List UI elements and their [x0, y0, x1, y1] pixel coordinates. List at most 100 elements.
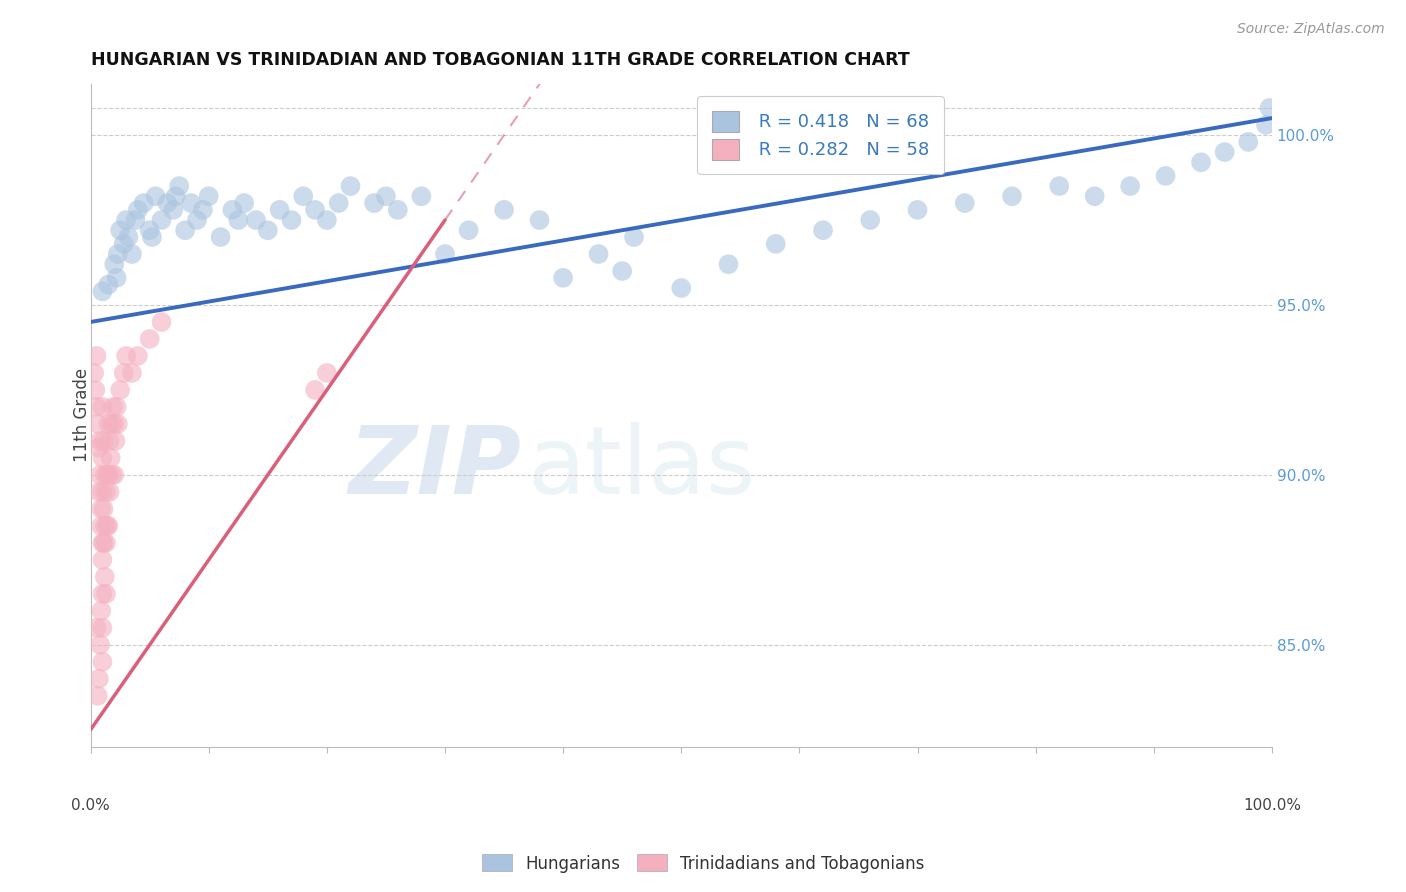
- Point: [91, 587, 114, 601]
- Point: [93, 536, 115, 550]
- Point: [103, 467, 125, 482]
- Point: [315, 366, 337, 380]
- Point: [97, 277, 120, 292]
- Point: [101, 400, 124, 414]
- Point: [953, 196, 976, 211]
- Point: [1084, 189, 1107, 203]
- Point: [387, 202, 409, 217]
- Point: [112, 236, 135, 251]
- Point: [87, 672, 110, 686]
- Point: [1189, 155, 1212, 169]
- Point: [156, 196, 179, 211]
- Point: [280, 213, 302, 227]
- Point: [103, 257, 125, 271]
- Point: [304, 383, 326, 397]
- Point: [167, 179, 190, 194]
- Point: [1237, 135, 1260, 149]
- Point: [94, 484, 117, 499]
- Point: [304, 202, 326, 217]
- Text: Source: ZipAtlas.com: Source: ZipAtlas.com: [1237, 22, 1385, 37]
- Point: [1254, 118, 1277, 132]
- Point: [1047, 179, 1070, 194]
- Text: atlas: atlas: [527, 423, 756, 515]
- Point: [191, 202, 214, 217]
- Point: [91, 621, 114, 635]
- Point: [91, 400, 114, 414]
- Point: [553, 270, 575, 285]
- Point: [269, 202, 291, 217]
- Point: [91, 450, 114, 465]
- Point: [89, 434, 111, 448]
- Point: [117, 230, 139, 244]
- Point: [256, 223, 278, 237]
- Point: [1213, 145, 1236, 159]
- Point: [91, 655, 114, 669]
- Point: [90, 604, 112, 618]
- Point: [107, 247, 129, 261]
- Point: [197, 189, 219, 203]
- Point: [93, 434, 115, 448]
- Point: [121, 247, 143, 261]
- Point: [121, 366, 143, 380]
- Point: [671, 281, 693, 295]
- Point: [339, 179, 361, 194]
- Point: [127, 349, 149, 363]
- Point: [115, 213, 138, 227]
- Point: [1154, 169, 1177, 183]
- Point: [91, 536, 114, 550]
- Point: [434, 247, 457, 261]
- Point: [138, 223, 160, 237]
- Point: [87, 441, 110, 455]
- Point: [132, 196, 155, 211]
- Point: [100, 450, 122, 465]
- Point: [89, 467, 111, 482]
- Point: [94, 536, 117, 550]
- Point: [103, 417, 125, 431]
- Point: [98, 484, 121, 499]
- Point: [717, 257, 740, 271]
- Point: [186, 213, 208, 227]
- Y-axis label: 11th Grade: 11th Grade: [73, 368, 91, 462]
- Point: [96, 467, 118, 482]
- Point: [84, 383, 107, 397]
- Point: [1119, 179, 1142, 194]
- Point: [588, 247, 610, 261]
- Text: HUNGARIAN VS TRINIDADIAN AND TOBAGONIAN 11TH GRADE CORRELATION CHART: HUNGARIAN VS TRINIDADIAN AND TOBAGONIAN …: [90, 51, 910, 69]
- Point: [859, 213, 882, 227]
- Point: [529, 213, 551, 227]
- Point: [209, 230, 232, 244]
- Point: [124, 213, 146, 227]
- Point: [150, 213, 173, 227]
- Point: [86, 689, 108, 703]
- Point: [180, 196, 202, 211]
- Point: [1001, 189, 1024, 203]
- Point: [112, 366, 135, 380]
- Point: [86, 621, 108, 635]
- Text: 0.0%: 0.0%: [72, 797, 110, 813]
- Point: [226, 213, 249, 227]
- Text: 100.0%: 100.0%: [1243, 797, 1301, 813]
- Point: [150, 315, 173, 329]
- Legend: Hungarians, Trinidadians and Tobagonians: Hungarians, Trinidadians and Tobagonians: [475, 847, 931, 880]
- Point: [141, 230, 163, 244]
- Point: [86, 400, 108, 414]
- Point: [83, 366, 105, 380]
- Point: [165, 189, 187, 203]
- Point: [292, 189, 315, 203]
- Point: [623, 230, 645, 244]
- Point: [94, 570, 117, 584]
- Point: [97, 467, 120, 482]
- Point: [90, 519, 112, 533]
- Point: [374, 189, 396, 203]
- Point: [315, 213, 337, 227]
- Point: [104, 434, 127, 448]
- Point: [765, 236, 787, 251]
- Text: ZIP: ZIP: [349, 423, 522, 515]
- Point: [328, 196, 350, 211]
- Point: [91, 285, 114, 299]
- Point: [96, 519, 118, 533]
- Point: [91, 553, 114, 567]
- Point: [221, 202, 243, 217]
- Point: [101, 417, 124, 431]
- Point: [108, 223, 131, 237]
